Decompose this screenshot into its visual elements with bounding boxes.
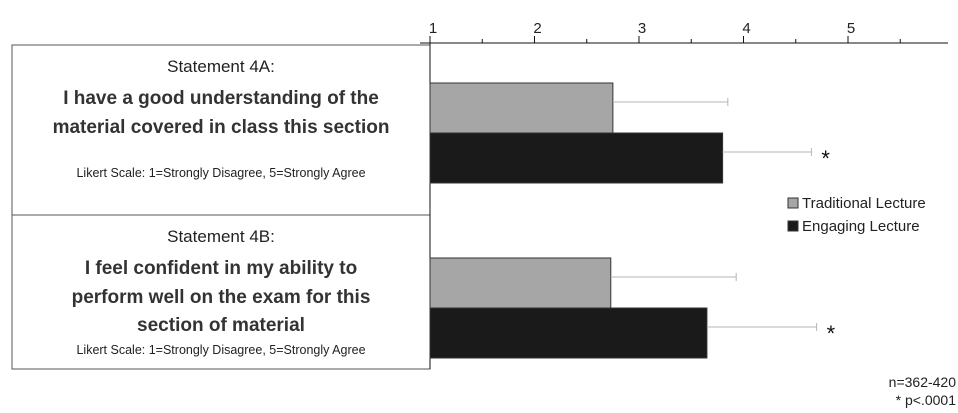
statement-4a-title: Statement 4A: [167, 57, 275, 76]
significance-marker: * [827, 321, 836, 346]
legend-swatch-traditional [787, 197, 799, 209]
legend: Traditional Lecture Engaging Lecture [787, 195, 926, 235]
x-axis-tick-labels: 1 2 3 4 5 [429, 20, 855, 37]
statement-4b-line-2: perform well on the exam for this [72, 287, 371, 308]
statement-4b-line-1: I feel confident in my ability to [85, 258, 357, 279]
significance-marker: * [821, 146, 830, 171]
statement-4b-line-3: section of material [137, 315, 305, 336]
bar-traditional-lecture-4a [429, 82, 614, 134]
legend-swatch-engaging [787, 220, 799, 232]
x-tick-label: 4 [742, 20, 750, 37]
statement-4a-scale: Likert Scale: 1=Strongly Disagree, 5=Str… [76, 166, 365, 180]
bars: ** [429, 82, 836, 359]
bar-engaging-lecture-4a [429, 132, 724, 184]
statement-4b-scale: Likert Scale: 1=Strongly Disagree, 5=Str… [76, 343, 365, 357]
statement-panel-4b: Statement 4B: I feel confident in my abi… [11, 214, 431, 370]
x-tick-label: 1 [429, 20, 437, 37]
bar-traditional-lecture-4b [429, 257, 612, 309]
statement-4a-line-2: material covered in class this section [53, 117, 390, 138]
statement-panel-4a: Statement 4A: I have a good understandin… [11, 44, 431, 216]
x-axis-ticks [429, 36, 901, 43]
legend-label-traditional: Traditional Lecture [802, 195, 926, 212]
sample-size-note: n=362-420 [889, 374, 957, 390]
x-tick-label: 2 [533, 20, 541, 37]
legend-label-engaging: Engaging Lecture [802, 218, 920, 235]
statement-4b-title: Statement 4B: [167, 227, 275, 246]
bar-engaging-lecture-4b [429, 307, 708, 359]
statement-4a-line-1: I have a good understanding of the [63, 88, 379, 109]
x-tick-label: 5 [847, 20, 855, 37]
x-tick-label: 3 [638, 20, 646, 37]
significance-note: * p<.0001 [896, 392, 957, 408]
